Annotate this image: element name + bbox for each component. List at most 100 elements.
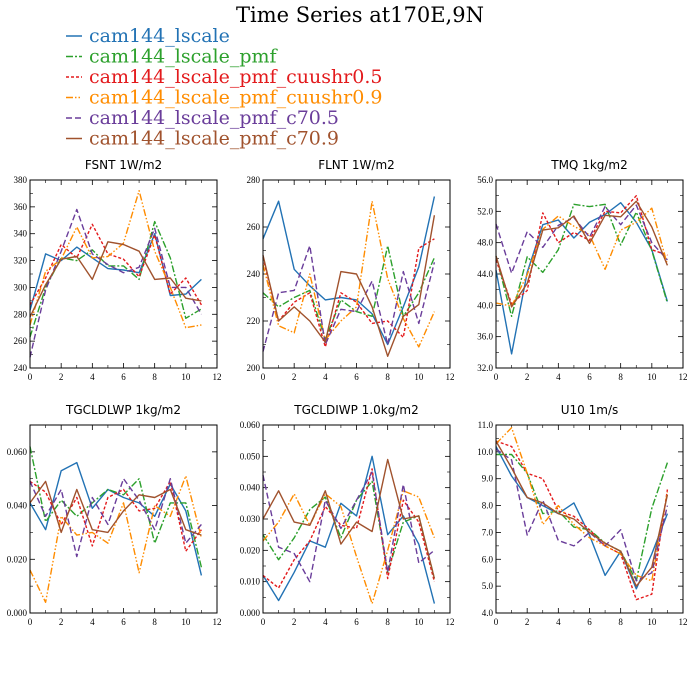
series-line [262, 490, 436, 605]
y-tick-label: 0.060 [7, 447, 28, 457]
plot-frame [29, 424, 218, 614]
y-tick-label: 0.020 [240, 545, 261, 555]
legend-label: cam144_lscale [89, 25, 230, 47]
y-tick-label: 40.0 [477, 300, 493, 310]
series-line [29, 480, 202, 536]
series-line [29, 475, 203, 603]
y-tick-label: 240 [14, 363, 28, 373]
x-tick-label: 10 [414, 617, 424, 627]
panel-title: TMQ 1kg/m2 [550, 158, 628, 172]
panels: FSNT 1W/m20 2 4 6 8 10 12240260280300320340360… [7, 158, 688, 627]
series-line [29, 208, 203, 358]
chart-panel: TGCLDLWP 1kg/m2 0 2 4 6 8 10 12 0.000 0.020 0.040 0… [7, 403, 222, 627]
series-line [29, 189, 202, 329]
y-tick-label: 0.040 [240, 483, 261, 493]
plot-frame [29, 179, 218, 369]
y-tick-label: 52.0 [477, 206, 493, 216]
legend-label: cam144_lscale_pmf_cuushr0.9 [89, 87, 382, 109]
x-tick-label: 10 [414, 372, 424, 382]
y-tick-label: 340 [14, 229, 28, 239]
y-tick-label: 0.000 [7, 608, 28, 618]
x-tick-label: 4 [90, 617, 95, 627]
series-line [262, 238, 435, 348]
chart-panel: U10 1m/s 0 2 4 6 8 10 12 4.0 5.0 6.0 7.0 8.0 9.0 10.0 1… [477, 403, 687, 627]
series-line [262, 245, 436, 352]
y-tick-label: 280 [247, 175, 261, 185]
x-tick-label: 2 [292, 372, 297, 382]
plot-frame [495, 424, 684, 614]
plot-frame [262, 424, 451, 614]
x-tick-label: 10 [181, 617, 191, 627]
legend-label: cam144_lscale_pmf_cuushr0.5 [89, 66, 382, 88]
series-line [29, 446, 203, 568]
y-tick-label: 56.0 [477, 175, 493, 185]
x-tick-label: 0 [494, 372, 499, 382]
x-tick-label: 4 [323, 617, 328, 627]
panel-title: U10 1m/s [561, 403, 619, 417]
x-tick-label: 8 [152, 372, 157, 382]
x-tick-label: 6 [587, 372, 592, 382]
series-line [495, 427, 669, 582]
x-tick-label: 12 [446, 372, 455, 382]
x-tick-label: 12 [213, 617, 222, 627]
series-line [262, 245, 436, 341]
x-tick-label: 8 [152, 617, 157, 627]
x-tick-label: 6 [354, 372, 359, 382]
y-tick-label: 44.0 [477, 269, 493, 279]
y-tick-label: 4.0 [482, 608, 494, 618]
chart-panel: FLNT 1W/m2 0 2 4 6 8 10 12 200 220 240 260 280 [247, 158, 455, 382]
x-tick-label: 12 [679, 372, 688, 382]
series-line [495, 440, 669, 601]
series-line [495, 204, 668, 274]
y-tick-label: 5.0 [482, 581, 494, 591]
series-line [262, 468, 436, 589]
x-tick-label: 0 [28, 372, 33, 382]
y-tick-label: 10.0 [477, 447, 493, 457]
series-line [262, 196, 436, 346]
y-tick-label: 0.040 [7, 501, 28, 511]
panel-title: FLNT 1W/m2 [318, 158, 395, 172]
y-tick-label: 0.000 [240, 608, 261, 618]
series-line [29, 480, 202, 552]
x-tick-label: 6 [121, 617, 126, 627]
series-line [29, 461, 203, 576]
series-line [495, 203, 669, 317]
x-tick-label: 8 [618, 617, 623, 627]
y-tick-label: 0.010 [240, 577, 261, 587]
x-tick-label: 2 [59, 617, 64, 627]
x-tick-label: 10 [181, 372, 191, 382]
legend-label: cam144_lscale_pmf_c70.9 [89, 128, 339, 150]
x-tick-label: 2 [525, 372, 530, 382]
panel-title: TGCLDLWP 1kg/m2 [65, 403, 181, 417]
x-tick-label: 8 [385, 372, 390, 382]
y-tick-label: 0.060 [240, 420, 261, 430]
y-tick-label: 6.0 [482, 554, 494, 564]
series-line [29, 232, 202, 311]
series-line [262, 455, 436, 604]
x-tick-label: 2 [525, 617, 530, 627]
series-line [262, 471, 435, 583]
x-tick-label: 4 [556, 617, 561, 627]
series-line [495, 200, 669, 308]
y-tick-label: 32.0 [477, 363, 493, 373]
plot-frame [262, 179, 451, 369]
y-tick-label: 200 [247, 363, 261, 373]
y-tick-label: 260 [247, 222, 261, 232]
x-tick-label: 0 [494, 617, 499, 627]
y-tick-label: 280 [14, 309, 28, 319]
figure-title: Time Series at170E,9N [236, 3, 484, 27]
series-line [495, 446, 669, 590]
x-tick-label: 12 [213, 372, 222, 382]
series-line [262, 215, 436, 357]
series-line [29, 478, 202, 558]
legend-label: cam144_lscale_pmf_c70.5 [89, 107, 339, 129]
y-tick-label: 320 [14, 256, 28, 266]
x-tick-label: 0 [28, 617, 33, 627]
plot-frame [495, 179, 684, 369]
panel-title: TGCLDIWP 1.0kg/m2 [293, 403, 418, 417]
x-tick-label: 2 [292, 617, 297, 627]
x-tick-label: 4 [556, 372, 561, 382]
y-tick-label: 0.050 [240, 451, 261, 461]
y-tick-label: 240 [247, 269, 261, 279]
y-tick-label: 9.0 [482, 474, 494, 484]
